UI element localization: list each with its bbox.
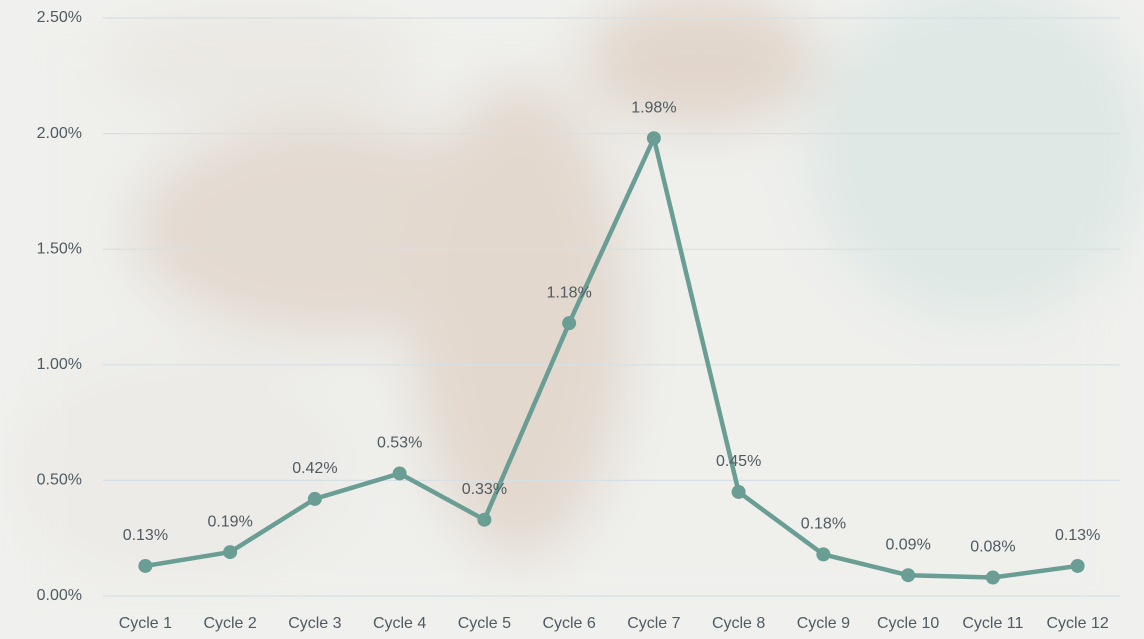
x-tick-label: Cycle 8: [712, 615, 765, 632]
data-label: 0.19%: [207, 513, 252, 530]
x-tick-label: Cycle 5: [458, 615, 511, 632]
data-label: 0.13%: [1055, 527, 1100, 544]
marker: [816, 547, 830, 561]
x-tick-label: Cycle 6: [542, 615, 595, 632]
data-label: 0.13%: [123, 527, 168, 544]
marker: [562, 316, 576, 330]
y-tick-label: 2.00%: [37, 125, 82, 142]
marker: [393, 466, 407, 480]
data-label: 0.42%: [292, 460, 337, 477]
x-tick-label: Cycle 9: [797, 615, 850, 632]
y-tick-label: 0.00%: [37, 587, 82, 604]
data-label: 0.18%: [801, 516, 846, 533]
marker: [138, 559, 152, 573]
marker: [647, 131, 661, 145]
marker: [901, 568, 915, 582]
marker: [1071, 559, 1085, 573]
y-tick-label: 0.50%: [37, 472, 82, 489]
marker: [986, 571, 1000, 585]
x-tick-label: Cycle 4: [373, 615, 426, 632]
y-tick-label: 1.50%: [37, 240, 82, 257]
x-tick-label: Cycle 7: [627, 615, 680, 632]
marker: [477, 513, 491, 527]
data-label: 1.98%: [631, 99, 676, 116]
x-tick-label: Cycle 11: [962, 615, 1023, 632]
x-tick-label: Cycle 3: [288, 615, 341, 632]
y-tick-label: 1.00%: [37, 356, 82, 373]
data-label: 0.53%: [377, 435, 422, 452]
data-label: 1.18%: [546, 284, 591, 301]
x-tick-label: Cycle 10: [877, 615, 939, 632]
data-label: 0.09%: [885, 536, 930, 553]
chart: 0.00% 0.50% 1.00% 1.50% 2.00% 2.50% Cycle 1 Cyc…: [0, 0, 1144, 639]
x-tick-label: Cycle 1: [119, 615, 172, 632]
data-label: 0.33%: [462, 481, 507, 498]
marker: [732, 485, 746, 499]
x-tick-label: Cycle 12: [1047, 615, 1109, 632]
y-tick-label: 2.50%: [37, 9, 82, 26]
x-tick-label: Cycle 2: [203, 615, 256, 632]
marker: [308, 492, 322, 506]
data-label: 0.08%: [970, 539, 1015, 556]
data-label: 0.45%: [716, 453, 761, 470]
marker: [223, 545, 237, 559]
